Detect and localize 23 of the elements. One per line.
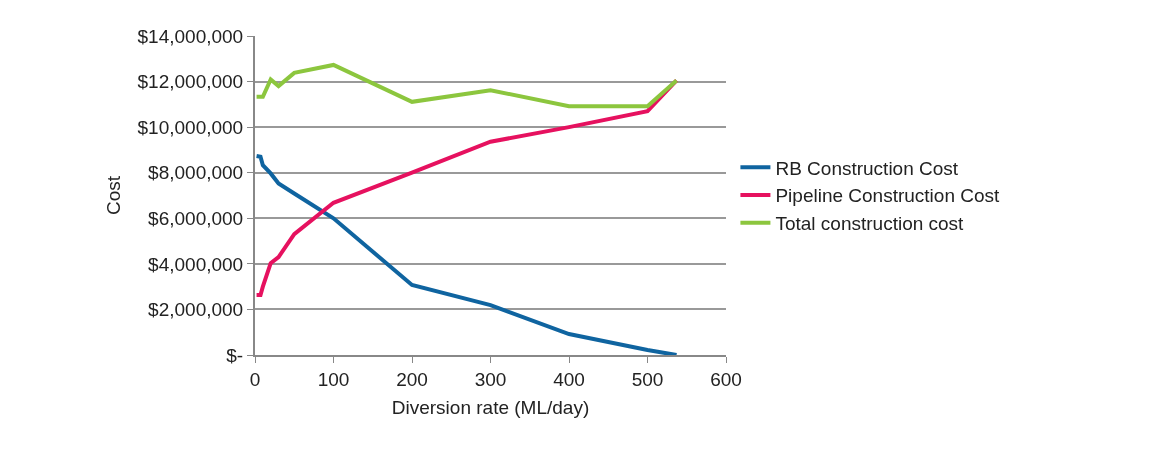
x-tick-label: 0 bbox=[249, 368, 261, 390]
line-series bbox=[255, 78, 679, 298]
y-tick-label: $10,000,000 bbox=[137, 116, 244, 138]
x-tick-label: 300 bbox=[474, 368, 507, 390]
x-tick-label: 600 bbox=[710, 368, 742, 390]
y-tick-label: $2,000,000 bbox=[148, 299, 244, 321]
legend-label: Pipeline Construction Cost bbox=[775, 185, 1001, 207]
y-tick-label: $8,000,000 bbox=[148, 162, 244, 184]
line-series bbox=[255, 154, 679, 355]
y-tick-label: $- bbox=[226, 344, 244, 366]
legend-label: Total construction cost bbox=[775, 213, 965, 235]
y-axis-title: Cost bbox=[102, 175, 124, 216]
x-axis-title: Diversion rate (ML/day) bbox=[391, 397, 590, 419]
line-series bbox=[255, 62, 679, 109]
legend-label: RB Construction Cost bbox=[775, 157, 959, 179]
y-tick-label: $6,000,000 bbox=[148, 207, 244, 229]
y-tick-label: $4,000,000 bbox=[148, 253, 244, 275]
y-tick-label: $12,000,000 bbox=[137, 71, 244, 93]
x-tick-label: 100 bbox=[317, 368, 350, 390]
x-tick-label: 500 bbox=[631, 368, 664, 390]
x-tick-label: 400 bbox=[553, 368, 585, 390]
x-tick-label: 200 bbox=[396, 368, 428, 390]
y-tick-label: $14,000,000 bbox=[137, 25, 244, 47]
